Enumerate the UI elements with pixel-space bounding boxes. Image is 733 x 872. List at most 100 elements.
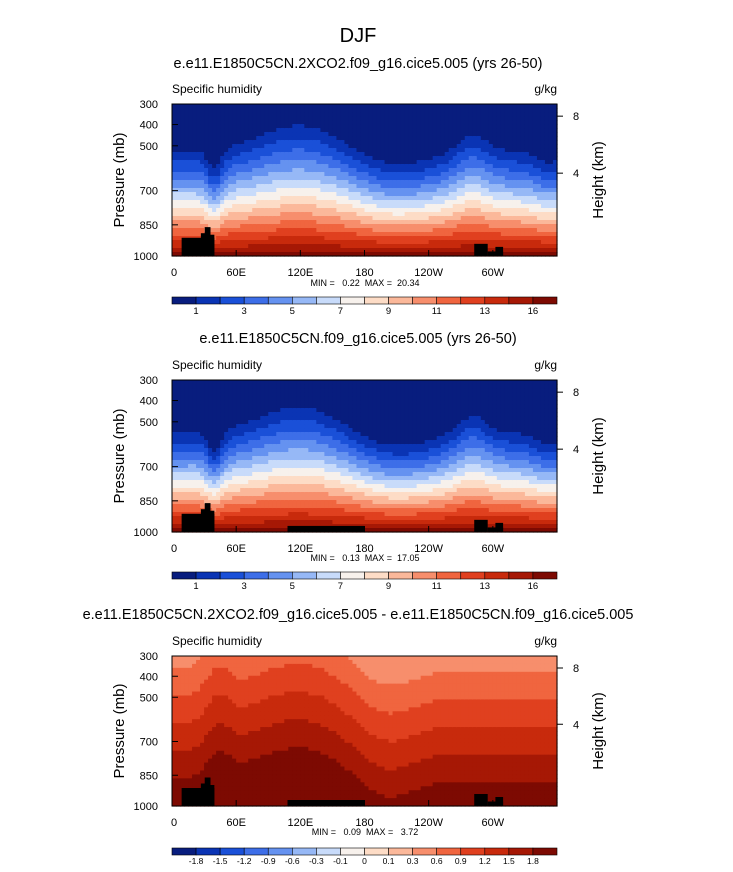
contour-cell — [408, 240, 414, 245]
contour-cell — [508, 128, 514, 133]
contour-cell — [276, 108, 281, 113]
contour-cell — [376, 236, 382, 241]
contour-cell — [428, 200, 434, 205]
contour-cell — [304, 128, 309, 133]
contour-cell — [268, 396, 273, 401]
contour-cell — [476, 168, 482, 173]
contour-cell — [280, 148, 285, 153]
contour-cell — [488, 220, 494, 225]
contour-cell — [240, 104, 245, 109]
contour-cell — [472, 180, 478, 185]
contour-cell — [224, 392, 229, 397]
contour-cell — [292, 228, 297, 233]
contour-cell — [376, 192, 382, 197]
contour-cell — [240, 444, 245, 449]
contour-cell — [344, 188, 350, 193]
contour-cell — [200, 140, 205, 145]
contour-cell — [396, 216, 402, 221]
contour-cell — [328, 240, 334, 245]
contour-cell — [400, 228, 406, 233]
contour-cell — [492, 124, 498, 129]
contour-cell — [360, 228, 366, 233]
contour-cell — [320, 116, 325, 121]
contour-cell — [476, 120, 482, 125]
contour-cell — [252, 192, 257, 197]
contour-cell — [236, 132, 241, 137]
contour-cell — [276, 380, 281, 385]
contour-cell — [340, 208, 346, 213]
contour-cell — [316, 148, 321, 153]
contour-cell — [228, 388, 233, 393]
contour-cell — [524, 124, 530, 129]
contour-cell — [352, 240, 358, 245]
contour-cell — [488, 224, 494, 229]
contour-cell — [188, 220, 193, 225]
contour-cell — [480, 228, 486, 233]
contour-cell — [332, 232, 338, 237]
contour-cell — [484, 180, 490, 185]
contour-cell — [552, 124, 558, 129]
contour-cell — [172, 508, 177, 513]
contour-cell — [208, 108, 213, 113]
contour-cell — [340, 252, 346, 257]
contour-cell — [392, 200, 398, 205]
contour-cell — [176, 188, 181, 193]
contour-cell — [504, 228, 510, 233]
contour-cell — [296, 460, 301, 465]
contour-cell — [520, 224, 526, 229]
contour-cell — [536, 164, 542, 169]
contour-cell — [176, 388, 181, 393]
contour-cell — [204, 176, 209, 181]
contour-cell — [180, 388, 185, 393]
contour-cell — [204, 396, 209, 401]
contour-cell — [232, 212, 237, 217]
contour-cell — [228, 428, 233, 433]
contour-cell — [232, 416, 237, 421]
contour-cell — [284, 520, 289, 525]
contour-cell — [464, 116, 470, 121]
contour-cell — [180, 472, 185, 477]
contour-cell — [392, 220, 398, 225]
contour-cell — [276, 164, 281, 169]
contour-cell — [484, 156, 490, 161]
contour-cell — [264, 460, 269, 465]
contour-cell — [544, 180, 550, 185]
contour-cell — [180, 120, 185, 125]
contour-cell — [176, 168, 181, 173]
contour-cell — [316, 208, 321, 213]
contour-cell — [544, 148, 550, 153]
contour-cell — [232, 184, 237, 189]
contour-cell — [244, 492, 249, 497]
contour-cell — [512, 144, 518, 149]
contour-cell — [280, 468, 285, 473]
contour-cell — [212, 120, 217, 125]
contour-cell — [508, 120, 514, 125]
contour-cell — [288, 472, 293, 477]
contour-cell — [536, 148, 542, 153]
contour-cell — [208, 392, 213, 397]
contour-cell — [200, 452, 205, 457]
contour-cell — [488, 184, 494, 189]
contour-cell — [248, 400, 253, 405]
contour-cell — [324, 212, 330, 217]
contour-cell — [472, 156, 478, 161]
contour-cell — [204, 424, 209, 429]
contour-cell — [400, 180, 406, 185]
contour-cell — [240, 524, 245, 529]
contour-cell — [492, 196, 498, 201]
contour-cell — [204, 428, 209, 433]
contour-cell — [256, 408, 261, 413]
contour-cell — [272, 420, 277, 425]
contour-cell — [176, 156, 181, 161]
contour-cell — [296, 116, 301, 121]
contour-cell — [336, 140, 342, 145]
contour-cell — [520, 228, 526, 233]
contour-cell — [172, 396, 177, 401]
contour-cell — [172, 184, 177, 189]
contour-cell — [188, 476, 193, 481]
contour-cell — [216, 188, 221, 193]
contour-cell — [240, 424, 245, 429]
contour-cell — [356, 240, 362, 245]
contour-cell — [424, 112, 430, 117]
contour-cell — [512, 128, 518, 133]
